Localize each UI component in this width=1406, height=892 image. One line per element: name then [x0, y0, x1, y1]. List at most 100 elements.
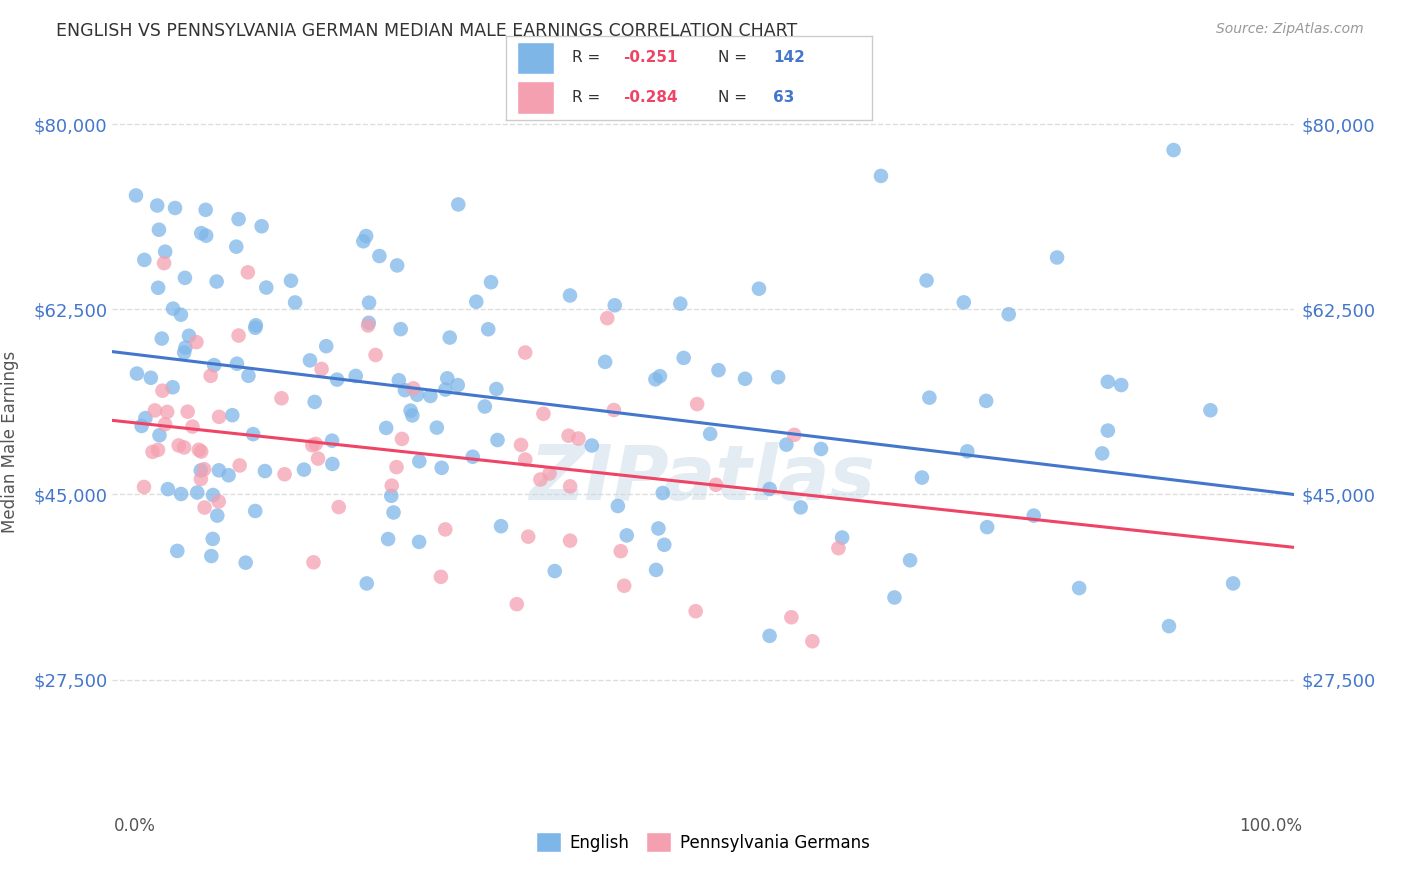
Point	[226, 357, 249, 371]
Point	[477, 322, 499, 336]
Point	[245, 504, 267, 518]
Point	[485, 382, 508, 396]
Point	[305, 437, 328, 451]
Point	[1157, 619, 1180, 633]
Point	[132, 480, 155, 494]
Point	[401, 409, 423, 423]
Point	[273, 467, 295, 482]
Point	[883, 591, 905, 605]
Point	[315, 339, 337, 353]
Point	[789, 500, 811, 515]
Point	[531, 407, 554, 421]
Point	[202, 488, 225, 502]
Point	[352, 234, 374, 248]
Point	[538, 467, 561, 481]
Point	[593, 355, 616, 369]
Point	[426, 420, 449, 434]
Point	[162, 301, 184, 316]
Text: R =: R =	[572, 50, 605, 65]
Text: Source: ZipAtlas.com: Source: ZipAtlas.com	[1216, 22, 1364, 37]
Point	[827, 541, 849, 556]
Point	[218, 468, 240, 483]
Point	[190, 463, 212, 477]
Point	[381, 478, 404, 492]
Point	[165, 201, 187, 215]
Point	[1163, 143, 1185, 157]
Point	[1069, 581, 1091, 595]
Point	[430, 460, 453, 475]
Point	[270, 392, 292, 406]
Point	[870, 169, 893, 183]
Point	[146, 281, 169, 295]
Point	[245, 320, 267, 334]
Point	[645, 563, 668, 577]
Point	[228, 328, 250, 343]
Point	[647, 521, 669, 535]
Point	[253, 464, 276, 478]
Point	[193, 462, 215, 476]
Point	[228, 212, 250, 227]
Point	[321, 457, 343, 471]
Point	[408, 534, 430, 549]
Point	[644, 372, 666, 386]
Point	[685, 604, 707, 618]
Point	[307, 451, 329, 466]
Point	[152, 384, 174, 398]
Point	[1109, 378, 1132, 392]
Point	[474, 400, 496, 414]
Point	[321, 434, 343, 448]
Text: ENGLISH VS PENNSYLVANIA GERMAN MEDIAN MALE EARNINGS CORRELATION CHART: ENGLISH VS PENNSYLVANIA GERMAN MEDIAN MA…	[56, 22, 797, 40]
Point	[609, 544, 631, 558]
Point	[436, 371, 458, 385]
Point	[558, 533, 581, 548]
Legend: English, Pennsylvania Germans: English, Pennsylvania Germans	[530, 825, 876, 859]
Point	[208, 409, 231, 424]
Point	[156, 405, 179, 419]
Point	[447, 378, 470, 392]
Point	[419, 389, 441, 403]
Text: -0.251: -0.251	[623, 50, 678, 65]
Point	[357, 316, 380, 330]
Point	[153, 244, 176, 259]
Point	[190, 226, 212, 240]
Point	[558, 288, 581, 302]
Point	[195, 228, 218, 243]
Point	[388, 373, 411, 387]
Point	[186, 335, 208, 350]
Point	[382, 506, 405, 520]
Point	[699, 426, 721, 441]
Point	[606, 499, 628, 513]
Point	[515, 345, 537, 359]
Point	[780, 610, 803, 624]
Point	[134, 252, 156, 267]
Point	[146, 442, 169, 457]
Point	[1097, 424, 1119, 438]
Point	[284, 295, 307, 310]
Point	[581, 438, 603, 452]
Point	[304, 395, 326, 409]
Point	[775, 437, 797, 451]
Text: R =: R =	[572, 90, 605, 105]
Point	[898, 553, 921, 567]
Point	[517, 530, 540, 544]
Point	[141, 445, 163, 459]
Point	[377, 532, 399, 546]
Point	[596, 311, 619, 326]
Point	[704, 477, 727, 491]
Point	[190, 472, 212, 486]
Point	[173, 345, 195, 359]
Point	[254, 280, 277, 294]
Point	[911, 470, 934, 484]
Point	[810, 442, 832, 456]
Point	[166, 544, 188, 558]
Point	[510, 438, 533, 452]
Point	[434, 383, 457, 397]
Point	[406, 388, 429, 402]
Point	[648, 369, 671, 384]
Point	[153, 417, 176, 432]
Point	[176, 405, 198, 419]
Point	[783, 428, 806, 442]
Point	[235, 556, 257, 570]
Point	[301, 438, 323, 452]
Point	[292, 462, 315, 476]
